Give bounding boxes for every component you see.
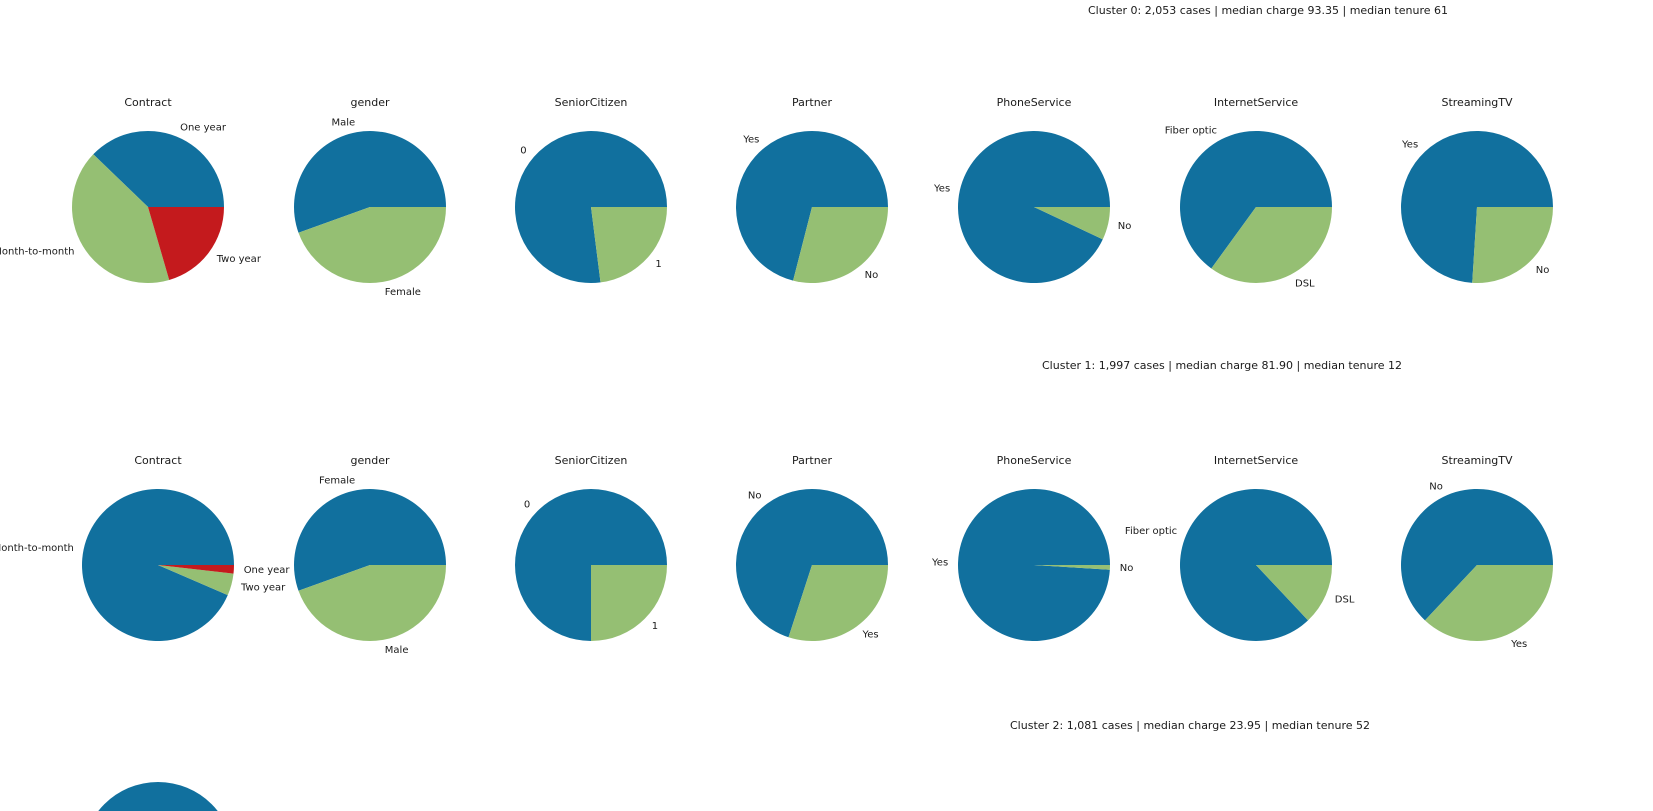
pie-slice-0 (515, 130, 667, 283)
slice-label-male: Male (385, 645, 409, 656)
pie-slice-yes (1424, 565, 1553, 642)
slice-label-one-year: One year (180, 123, 227, 134)
pie-slice-blank (98, 782, 218, 811)
slice-label-yes: Yes (933, 184, 950, 195)
pie-chart-gender-cluster-0: gender Male Female (293, 96, 446, 298)
pie-chart-contract-cluster-1: Contract Month-to-month Two year One year (0, 454, 290, 641)
slice-label-1: 1 (655, 259, 661, 270)
pie-slice-no (1401, 489, 1553, 621)
slice-label-0: 0 (524, 500, 530, 511)
pie-field-title: PhoneService (997, 96, 1072, 109)
pie-slice-one-year (158, 565, 234, 574)
pie-slice-yes (788, 565, 888, 642)
pie-field-title: StreamingTV (1441, 454, 1513, 467)
pie-field-title: Partner (792, 96, 832, 109)
pie-chart-partner-cluster-1: Partner No Yes (735, 454, 888, 642)
pie-chart-phoneservice-cluster-0: PhoneService Yes No (933, 96, 1132, 284)
slice-label-one-year: One year (244, 565, 291, 576)
slice-label-yes: Yes (1510, 639, 1527, 650)
pie-slice-month-to-month (81, 488, 234, 641)
pie-slice-two-year (148, 207, 224, 280)
pie-chart-partner-cluster-0: Partner Yes No (736, 96, 888, 283)
pie-chart-phoneservice-cluster-1: PhoneService Yes No (931, 454, 1133, 641)
slice-label-yes: Yes (862, 630, 879, 641)
slice-label-female: Female (385, 287, 421, 298)
pie-chart-gender-cluster-1: gender Female Male (293, 454, 446, 656)
pie-chart-seniorcitizen-cluster-0: SeniorCitizen 0 1 (515, 96, 667, 283)
cluster-title-2: Cluster 2: 1,081 cases | median charge 2… (1010, 719, 1370, 732)
pie-slice-fiber-optic (1180, 131, 1332, 269)
slice-label-yes: Yes (1401, 140, 1418, 151)
slice-label-month-to-month: Month-to-month (0, 247, 75, 258)
pie-field-title: PhoneService (997, 454, 1072, 467)
pie-slice-male (298, 565, 446, 642)
pie-slice-1 (591, 565, 667, 641)
slice-label-fiber-optic: Fiber optic (1125, 526, 1177, 537)
pie-field-title: Partner (792, 454, 832, 467)
slice-label-no: No (1118, 221, 1132, 232)
pie-slice-1 (591, 207, 667, 283)
slice-label-0: 0 (520, 145, 526, 156)
pie-slice-month-to-month (72, 154, 170, 283)
slice-label-two-year: Two year (240, 582, 286, 593)
pie-slice-dsl (1256, 565, 1332, 621)
pie-chart-contract-cluster-0: Contract One year Month-to-month Two year (0, 96, 262, 283)
pie-slice-fiber-optic (1180, 489, 1332, 642)
slice-label-yes: Yes (931, 558, 948, 569)
pie-chart-internetservice-cluster-1: InternetService Fiber optic DSL (1125, 454, 1355, 642)
pie-slice-female (293, 489, 446, 591)
pie-field-title: StreamingTV (1441, 96, 1513, 109)
slice-label-no: No (1429, 481, 1443, 492)
pie-slice-yes (736, 130, 888, 281)
pie-field-title: gender (351, 454, 390, 467)
pie-slice-one-year (93, 131, 224, 207)
pie-field-title: InternetService (1214, 96, 1299, 109)
slice-label-two-year: Two year (216, 254, 262, 265)
pie-slice-no (735, 489, 888, 638)
pie-slice-two-year (158, 565, 234, 596)
pie-field-title: SeniorCitizen (555, 96, 628, 109)
slice-label-female: Female (319, 476, 355, 487)
pie-slice-yes (958, 488, 1110, 641)
pie-slice-no (1034, 207, 1110, 240)
pie-chart-streamingtv-cluster-0: StreamingTV Yes No (1400, 96, 1553, 283)
pie-field-title: SeniorCitizen (555, 454, 628, 467)
pie-chart-seniorcitizen-cluster-1: SeniorCitizen 0 1 (515, 454, 667, 641)
slice-label-yes: Yes (742, 134, 759, 145)
pie-slice-yes (1400, 130, 1553, 283)
pie-chart-partial-cluster-2 (98, 782, 218, 811)
pie-slice-male (293, 131, 446, 233)
slice-label-no: No (748, 491, 762, 502)
pie-chart-internetservice-cluster-0: InternetService Fiber optic DSL (1165, 96, 1332, 290)
cluster-title-1: Cluster 1: 1,997 cases | median charge 8… (1042, 359, 1402, 372)
slice-label-month-to-month: Month-to-month (0, 543, 74, 554)
pie-chart-streamingtv-cluster-1: StreamingTV No Yes (1401, 454, 1553, 650)
pie-field-title: InternetService (1214, 454, 1299, 467)
slice-label-no: No (865, 270, 879, 281)
slice-label-1: 1 (652, 621, 658, 632)
slice-label-fiber-optic: Fiber optic (1165, 126, 1217, 137)
pie-field-title: Contract (124, 96, 172, 109)
slice-label-no: No (1536, 265, 1550, 276)
pie-slice-dsl (1211, 207, 1332, 284)
slice-label-no: No (1120, 563, 1134, 574)
pie-field-title: gender (351, 96, 390, 109)
pie-slice-no (1472, 207, 1553, 283)
cluster-title-0: Cluster 0: 2,053 cases | median charge 9… (1088, 4, 1448, 17)
slice-label-male: Male (332, 118, 356, 129)
slice-label-dsl: DSL (1335, 594, 1355, 605)
pie-slice-female (298, 207, 446, 284)
pie-slice-yes (958, 131, 1110, 284)
pie-field-title: Contract (134, 454, 182, 467)
pie-slice-no (793, 207, 888, 283)
pie-slice-no (1034, 565, 1110, 570)
slice-label-dsl: DSL (1295, 279, 1315, 290)
